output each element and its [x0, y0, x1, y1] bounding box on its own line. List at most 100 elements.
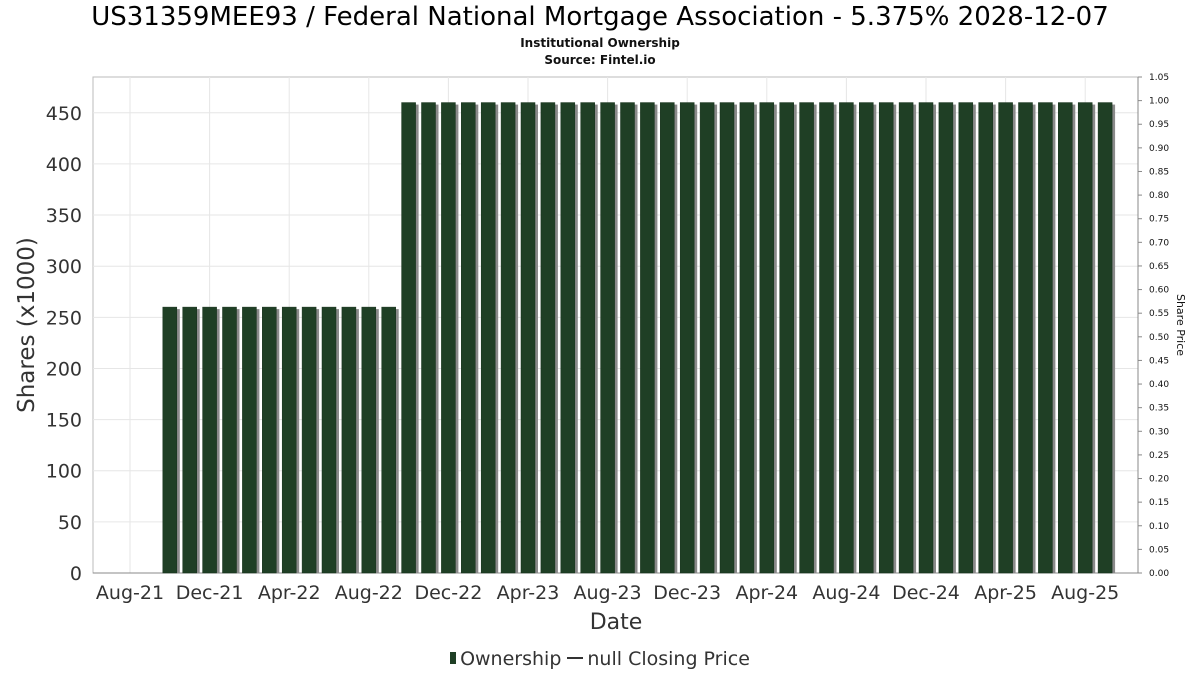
y2-tick-label: 0.30: [1149, 427, 1169, 437]
ownership-bar: [759, 102, 775, 574]
ownership-bar: [500, 102, 516, 574]
ownership-bar: [1018, 102, 1033, 574]
ownership-bar: [719, 102, 735, 574]
ownership-bar: [520, 102, 536, 574]
ownership-bar: [600, 102, 615, 574]
ownership-bar: [819, 102, 834, 574]
ownership-bar: [421, 102, 436, 574]
ownership-bar: [660, 102, 675, 574]
ownership-bar: [321, 306, 337, 574]
ownership-bar: [381, 306, 396, 574]
ownership-bar: [799, 102, 814, 574]
y2-tick-label: 0.65: [1149, 262, 1169, 272]
x-tick-label: Dec-23: [653, 582, 721, 604]
ownership-bar: [859, 102, 874, 574]
y-tick-label: 50: [58, 512, 82, 534]
ownership-bar: [242, 306, 257, 574]
ownership-bar: [401, 102, 416, 574]
y-tick-label: 150: [46, 410, 82, 432]
ownership-bar: [978, 102, 993, 574]
ownership-bar: [878, 102, 894, 574]
y2-axis-title: Share Price: [1174, 294, 1187, 356]
y2-tick-label: 0.35: [1149, 404, 1169, 414]
ownership-bar: [540, 102, 556, 574]
ownership-bar: [182, 306, 197, 574]
y2-tick-label: 0.75: [1149, 215, 1169, 225]
x-tick-label: Aug-21: [96, 582, 164, 604]
ownership-legend-swatch: [450, 652, 457, 664]
ownership-bar: [679, 102, 695, 574]
y-tick-label: 0: [70, 563, 82, 585]
ownership-bar: [162, 306, 178, 574]
ownership-bar: [222, 306, 237, 574]
ownership-bar: [441, 102, 456, 574]
x-tick-label: Aug-22: [335, 582, 403, 604]
x-tick-label: Apr-22: [258, 582, 321, 604]
y2-tick-label: 0.95: [1149, 120, 1169, 130]
y-tick-label: 300: [46, 256, 82, 278]
ownership-bar: [699, 102, 715, 574]
y2-tick-label: 0.15: [1149, 498, 1169, 508]
y2-tick-label: 0.40: [1149, 380, 1169, 390]
ownership-bar: [839, 102, 854, 574]
x-tick-label: Apr-24: [735, 582, 798, 604]
y2-tick-label: 0.70: [1149, 238, 1169, 248]
x-tick-label: Dec-21: [176, 582, 244, 604]
ownership-bar: [938, 102, 954, 574]
y2-tick-label: 0.10: [1149, 522, 1169, 532]
chart-legend: Ownership null Closing Price: [0, 648, 1200, 670]
ownership-bar: [1077, 102, 1093, 574]
y2-tick-label: 0.45: [1149, 356, 1169, 366]
y-tick-label: 400: [46, 154, 82, 176]
chart-title: US31359MEE93 / Federal National Mortgage…: [91, 2, 1109, 32]
ownership-bar: [202, 306, 217, 574]
y2-tick-label: 0.80: [1149, 191, 1169, 201]
x-tick-label: Dec-22: [414, 582, 482, 604]
x-tick-label: Apr-25: [974, 582, 1037, 604]
y-axis-title: Shares (x1000): [14, 237, 40, 413]
chart-source: Source: Fintel.io: [544, 53, 656, 67]
ownership-bar: [779, 102, 794, 574]
y-tick-label: 200: [46, 358, 82, 380]
y-tick-label: 250: [46, 307, 82, 329]
price-legend-line: [567, 657, 584, 659]
price-legend-label: null Closing Price: [587, 648, 750, 670]
y2-tick-label: 0.55: [1149, 309, 1169, 319]
y-tick-label: 450: [46, 103, 82, 125]
y2-tick-label: 1.00: [1149, 97, 1169, 107]
ownership-bar: [461, 102, 476, 574]
ownership-bar: [580, 102, 595, 574]
ownership-bar: [898, 102, 914, 574]
chart-subtitle: Institutional Ownership: [520, 36, 680, 50]
y2-tick-label: 0.60: [1149, 286, 1169, 296]
ownership-bar: [262, 306, 277, 574]
ownership-legend-label: Ownership: [460, 648, 562, 670]
x-tick-label: Aug-24: [812, 582, 880, 604]
ownership-bar: [640, 102, 655, 574]
y2-tick-label: 0.85: [1149, 167, 1169, 177]
ownership-bar: [1058, 102, 1073, 574]
y2-tick-label: 1.05: [1149, 73, 1169, 83]
ownership-bar: [1097, 102, 1113, 574]
ownership-bar: [341, 306, 357, 574]
x-tick-label: Aug-25: [1051, 582, 1119, 604]
y2-tick-label: 0.25: [1149, 451, 1169, 461]
y2-tick-label: 0.50: [1149, 333, 1169, 343]
ownership-bar: [301, 306, 317, 574]
y-tick-label: 350: [46, 205, 82, 227]
ownership-bar: [560, 102, 576, 574]
y2-tick-label: 0.90: [1149, 144, 1169, 154]
y-tick-label: 100: [46, 461, 82, 483]
x-tick-label: Apr-23: [497, 582, 560, 604]
ownership-bar: [620, 102, 635, 574]
ownership-bar: [281, 306, 297, 574]
ownership-bar: [480, 102, 496, 574]
y2-tick-label: 0.05: [1149, 545, 1169, 555]
y2-tick-label: 0.20: [1149, 475, 1169, 485]
y2-tick-label: 0.00: [1149, 569, 1169, 579]
ownership-bar: [739, 102, 755, 574]
ownership-bar: [958, 102, 974, 574]
x-axis-title: Date: [590, 610, 643, 635]
ownership-bar: [998, 102, 1013, 574]
